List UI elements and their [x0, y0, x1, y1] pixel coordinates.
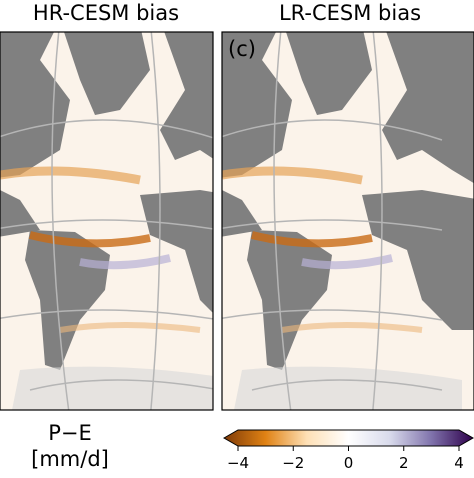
tick-label: −2	[282, 454, 304, 472]
panel-frame	[221, 31, 474, 411]
colorbar-body	[222, 429, 474, 447]
map-panel-right	[202, 20, 474, 420]
tick-label: 0	[344, 454, 354, 472]
colorbar: −4 −2 0 2 4	[222, 429, 474, 472]
panel-frame	[0, 31, 214, 411]
panel-label: (c)	[228, 37, 256, 61]
tick-label: −4	[227, 454, 249, 472]
panel-title: LR-CESM bias	[279, 1, 421, 25]
colorbar-label: P−E	[48, 421, 92, 445]
tick-label: 2	[399, 454, 409, 472]
colorbar-label: [mm/d]	[31, 447, 109, 471]
panel-title: HR-CESM bias	[33, 1, 179, 25]
tick-label: 4	[454, 454, 464, 472]
